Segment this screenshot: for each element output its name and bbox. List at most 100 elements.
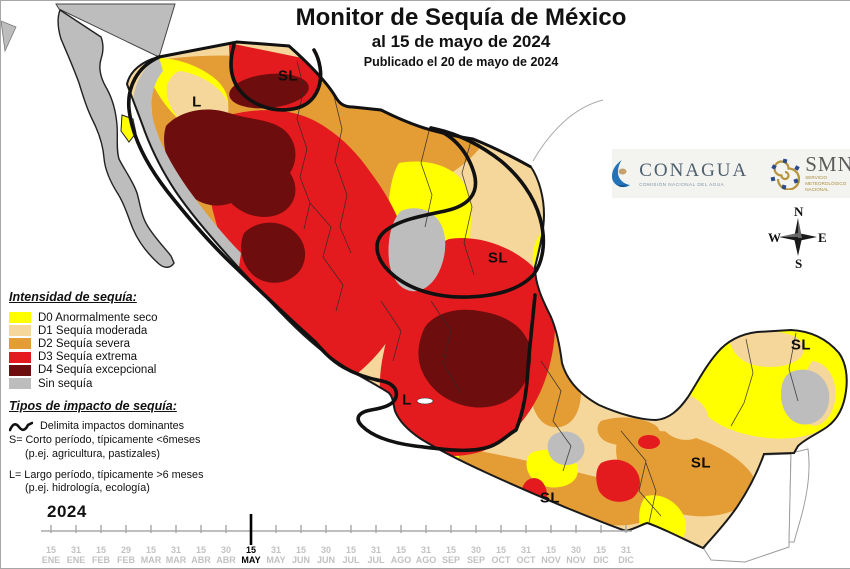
legend-item: D0 Anormalmente seco (9, 311, 231, 324)
compass-rose: N S W E (766, 204, 830, 272)
timeline-month-label: OCT (517, 555, 537, 565)
timeline-month-label: DIC (593, 555, 609, 565)
impact-line-text: Delimita impactos dominantes (40, 420, 185, 433)
conagua-tagline: COMISIÓN NACIONAL DEL AGUA (639, 181, 725, 187)
timeline-month-label: OCT (492, 555, 512, 565)
impact-delimiter-icon (9, 421, 33, 432)
compass-west-label: W (768, 230, 781, 245)
timeline-day-label: 15 (296, 545, 306, 555)
neighbor-countries (532, 99, 810, 563)
legend-swatch (9, 325, 31, 337)
timeline-day-label: 30 (221, 545, 231, 555)
timeline-day-label: 15 (546, 545, 556, 555)
timeline-day-label: 15 (96, 545, 106, 555)
map-impact-label: SL (487, 249, 509, 267)
us-texas-coastline (532, 99, 604, 162)
legend-swatch (9, 351, 31, 363)
timeline-day-label: 30 (571, 545, 581, 555)
legend-item: Sin sequía (9, 377, 231, 390)
usa-region (1, 3, 176, 58)
legend-swatch (9, 338, 31, 350)
timeline-day-label: 31 (371, 545, 381, 555)
legend-label: D3 Sequía extrema (38, 351, 138, 364)
timeline-month-label: MAR (166, 555, 187, 565)
us-border-line (158, 40, 532, 169)
smn-spiral-icon (770, 158, 801, 190)
compass-star-icon (779, 218, 817, 256)
legend-label: D1 Sequía moderada (38, 324, 148, 337)
timeline-month-label: NOV (541, 555, 561, 565)
belize-outline (788, 448, 810, 543)
timeline-month-label: SEP (467, 555, 485, 565)
timeline-month-label: FEB (92, 555, 111, 565)
title-block: Monitor de Sequía de México al 15 de may… (226, 4, 696, 69)
timeline-day-label: 15 (446, 545, 456, 555)
compass-north-label: N (794, 204, 804, 219)
legend-label: D0 Anormalmente seco (38, 311, 158, 324)
timeline-day-label: 31 (421, 545, 431, 555)
timeline-month-label: ENE (42, 555, 61, 565)
timeline-day-label: 15 (146, 545, 156, 555)
legend-items: D0 Anormalmente seco D1 Sequía moderada D2… (9, 311, 231, 390)
timeline-month-label: JUL (367, 555, 385, 565)
lake-chapala (416, 397, 434, 405)
compass-south-label: S (795, 256, 803, 271)
timeline-axis: 15ENE31ENE15FEB29FEB15MAR31MAR15ABR30ABR… (41, 514, 634, 565)
timeline-day-label: 15 (596, 545, 606, 555)
timeline-month-label: NOV (566, 555, 586, 565)
timeline-day-label: 31 (71, 545, 81, 555)
timeline-day-label: 31 (171, 545, 181, 555)
timeline-day-label: 29 (121, 545, 131, 555)
legend: Intensidad de sequía: D0 Anormalmente se… (9, 290, 231, 496)
timeline-day-label: 15 (196, 545, 206, 555)
impact-delimiter-lines (126, 43, 546, 453)
baja-california (57, 8, 175, 268)
date-timeline: 2024 15 ENE 31 ENE 15 FEB 29 FEB 15 MAR 31 MAR 15 ABR… (31, 498, 711, 566)
timeline-day-label: 15 (346, 545, 356, 555)
timeline-month-label: DIC (618, 555, 634, 565)
map-impact-label: SL (539, 489, 561, 507)
timeline-day-label: 15 (396, 545, 406, 555)
map-impact-label: SL (277, 67, 299, 85)
legend-swatch (9, 378, 31, 390)
timeline-year: 2024 (47, 502, 87, 521)
impact-line-long-examples: (p.ej. hidrología, ecología) (25, 482, 150, 495)
timeline-month-label: AGO (391, 555, 412, 565)
legend-impact-title: Tipos de impacto de sequía: (9, 399, 177, 414)
timeline-day-label: 31 (621, 545, 631, 555)
map-impact-label: L (192, 93, 202, 111)
smn-tagline: SERVICIO METEOROLÓGICO NACIONAL (805, 174, 847, 193)
state-boundaries (296, 60, 799, 524)
legend-swatch (9, 364, 31, 376)
legend-label: Sin sequía (38, 377, 93, 390)
legend-item: D3 Sequía extrema (9, 351, 231, 364)
timeline-day-label: 31 (271, 545, 281, 555)
timeline-month-label: ENE (67, 555, 86, 565)
timeline-month-label: MAY (266, 555, 285, 565)
conagua-water-icon (612, 159, 631, 187)
legend-intensity-title: Intensidad de sequía: (9, 290, 137, 304)
impact-line-short-examples: (p.ej. agricultura, pastizales) (25, 447, 161, 460)
legend-item: D4 Sequía excepcional (9, 364, 231, 377)
map-impact-label: SL (690, 454, 712, 472)
impact-line-long-period: L= Largo período, típicamente >6 meses (9, 468, 204, 481)
published-date: Publicado el 20 de mayo de 2024 (363, 55, 559, 69)
agency-logos: CONAGUA COMISIÓN NACIONAL DEL AGUA SMN S… (612, 149, 850, 198)
smn-logo: SMN SERVICIO METEOROLÓGICO NACIONAL (770, 153, 850, 194)
timeline-day-label: 15 (246, 545, 256, 555)
timeline-month-label: JUN (317, 555, 335, 565)
timeline-month-label: FEB (117, 555, 136, 565)
impact-line-delimiter: Delimita impactos dominantes (9, 420, 231, 434)
compass-east-label: E (818, 230, 827, 245)
conagua-logo: CONAGUA COMISIÓN NACIONAL DEL AGUA (608, 158, 748, 190)
legend-label: D4 Sequía excepcional (38, 364, 157, 377)
timeline-day-label: 31 (521, 545, 531, 555)
conagua-logo-text: CONAGUA (639, 159, 749, 181)
map-date-subtitle: al 15 de mayo de 2024 (371, 32, 551, 51)
legend-swatch (9, 312, 31, 324)
map-impact-label: L (402, 391, 412, 409)
timeline-month-label: AGO (416, 555, 437, 565)
page-title: Monitor de Sequía de México (295, 4, 627, 31)
